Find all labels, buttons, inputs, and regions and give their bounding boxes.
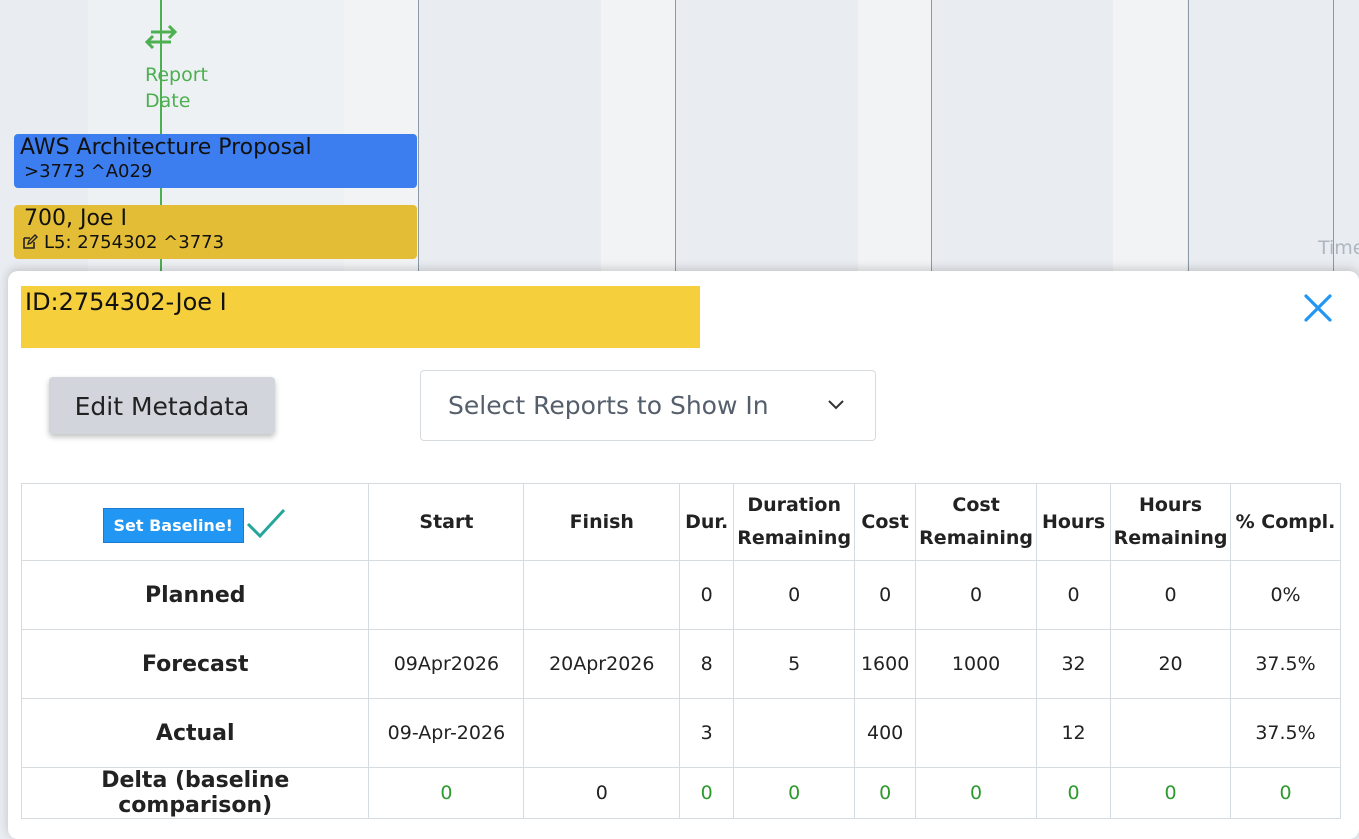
table-cell: 0 [523,767,681,819]
task-detail-modal: ID:2754302-Joe I Edit Metadata Select Re… [8,271,1359,839]
column-header: Cost [854,483,917,561]
column-header: Duration Remaining [733,483,856,561]
column-header: Dur. [679,483,735,561]
table-cell: 400 [854,698,917,768]
bar-title: 700, Joe I [24,206,127,231]
table-cell: 0 [1110,560,1232,630]
table-cell: 09Apr2026 [368,629,525,699]
table-cell: 0 [1036,767,1112,819]
baseline-table: Set Baseline! Start Finish Dur. Duration… [20,483,1341,819]
close-icon[interactable] [1301,291,1335,325]
table-cell [915,698,1038,768]
checkmark-icon [246,508,286,539]
timeline-side-label: Time [1318,237,1359,259]
column-header: Cost Remaining [915,483,1038,561]
table-cell: 0 [679,560,735,630]
table-cell: 0 [915,767,1038,819]
table-cell: 0 [733,767,856,819]
table-cell [368,560,525,630]
table-cell [733,698,856,768]
table-cell: 37.5% [1230,698,1341,768]
gantt-bar-aws-proposal[interactable]: AWS Architecture Proposal >3773 ^A029 [14,134,417,188]
select-reports-dropdown[interactable]: Select Reports to Show In [420,370,876,441]
table-cell: 0 [368,767,525,819]
table-row-forecast: Forecast 09Apr2026 20Apr2026 8 5 1600 10… [20,629,1341,699]
set-baseline-button[interactable]: Set Baseline! [102,507,244,543]
baseline-header-cell: Set Baseline! [20,483,370,561]
table-cell: 37.5% [1230,629,1341,699]
row-label: Actual [20,698,370,768]
gantt-bar-joe[interactable]: 700, Joe I L5: 2754302 ^3773 [14,205,417,259]
table-cell: 0 [679,767,735,819]
table-cell: 0% [1230,560,1341,630]
table-row-planned: Planned 0 0 0 0 0 0 0% [20,560,1341,630]
table-cell: 5 [733,629,856,699]
table-cell: 3 [679,698,735,768]
table-cell: 0 [915,560,1038,630]
row-label: Planned [20,560,370,630]
column-header: Hours Remaining [1110,483,1232,561]
row-label: Forecast [20,629,370,699]
row-label: Delta (baseline comparison) [20,767,370,819]
table-cell: 09-Apr-2026 [368,698,525,768]
table-cell [523,698,681,768]
table-cell [523,560,681,630]
table-cell: 0 [1230,767,1341,819]
table-cell: 0 [854,767,917,819]
table-cell [1110,698,1232,768]
select-reports-label: Select Reports to Show In [448,391,769,420]
table-header-row: Set Baseline! Start Finish Dur. Duration… [20,483,1341,561]
column-header: Start [368,483,525,561]
table-cell: 0 [733,560,856,630]
edit-metadata-button[interactable]: Edit Metadata [49,377,275,434]
table-cell: 20Apr2026 [523,629,681,699]
table-cell: 0 [1110,767,1232,819]
bar-subtitle: >3773 ^A029 [24,161,153,182]
report-date-label: Report Date [145,64,208,112]
table-cell: 1000 [915,629,1038,699]
bar-subtitle: L5: 2754302 ^3773 [44,232,225,253]
table-cell: 0 [854,560,917,630]
task-id-title: ID:2754302-Joe I [21,286,700,348]
swap-arrows-icon[interactable] [143,22,179,52]
chevron-down-icon [828,400,844,410]
table-cell: 12 [1036,698,1112,768]
edit-icon[interactable] [22,234,38,250]
table-row-actual: Actual 09-Apr-2026 3 400 12 37.5% [20,698,1341,768]
table-cell: 8 [679,629,735,699]
column-header: Hours [1036,483,1112,561]
table-cell: 32 [1036,629,1112,699]
column-header: % Compl. [1230,483,1341,561]
table-cell: 20 [1110,629,1232,699]
bar-title: AWS Architecture Proposal [20,135,312,160]
table-row-delta: Delta (baseline comparison) 0 0 0 0 0 0 … [20,767,1341,819]
column-header: Finish [523,483,681,561]
table-cell: 0 [1036,560,1112,630]
table-cell: 1600 [854,629,917,699]
